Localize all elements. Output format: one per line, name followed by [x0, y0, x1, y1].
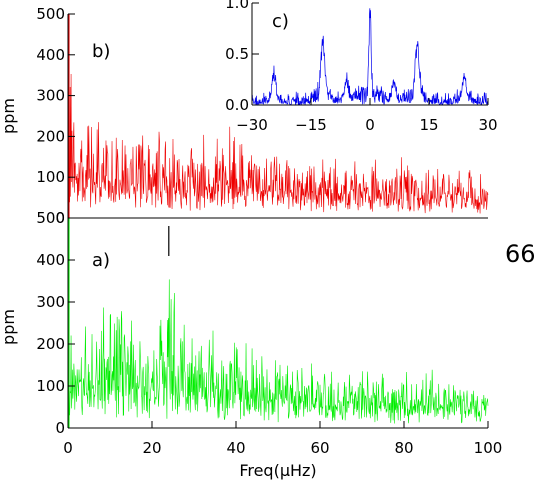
panel-a: 0 100 200 300 400 500 0 20 40 60 80 100 ppm Freq(μ… — [0, 209, 502, 480]
panel-a-y-ticks: 0 100 200 300 400 500 — [36, 209, 75, 437]
panel-a-x-axis-title: Freq(μHz) — [239, 461, 316, 480]
panel-c-y-ticks: 0.0 0.5 1.0 — [225, 0, 259, 114]
panel_c-y-tick-label: 0.0 — [225, 96, 249, 114]
panel_a-x-tick-label: 60 — [310, 439, 329, 457]
panel_a-x-tick-label: 40 — [226, 439, 245, 457]
panel_b-y-tick-label: 500 — [36, 5, 65, 23]
panel_a-y-tick-label: 100 — [36, 377, 65, 395]
panel_c-y-tick-label: 1.0 — [225, 0, 249, 12]
panel-a-x-ticks: 0 20 40 60 80 100 — [63, 421, 502, 457]
panel-c-label: c) — [272, 11, 289, 32]
panel_c-y-tick-label: 0.5 — [225, 45, 249, 63]
panel_a-y-tick-label: 200 — [36, 335, 65, 353]
panel_a-y-tick-label: 0 — [55, 419, 65, 437]
panel_b-y-tick-label: 0 — [55, 209, 65, 227]
panel_b-y-tick-label: 200 — [36, 127, 65, 145]
panel-b-traces — [68, 14, 489, 218]
panel_c-x-tick-label: 0 — [365, 116, 375, 134]
panel-c-traces — [251, 8, 489, 106]
panel_a-y-tick-label: 300 — [36, 293, 65, 311]
panel_a-x-tick-label: 20 — [142, 439, 161, 457]
panel-c-inset: 0.0 0.5 1.0 −30 −15 0 15 30 c) — [225, 0, 497, 134]
panel_a-x-tick-label: 0 — [63, 439, 73, 457]
panel-b-label: b) — [92, 41, 110, 62]
panel-a-y-axis-title: ppm — [0, 309, 18, 345]
panel_b-y-tick-label: 300 — [36, 87, 65, 105]
panel-b-y-axis-title: ppm — [0, 98, 18, 134]
panel-c-x-ticks: −30 −15 0 15 30 — [236, 98, 498, 134]
panel_a-y-tick-label: 400 — [36, 251, 65, 269]
panel_c-x-tick-label: −15 — [295, 116, 327, 134]
panel_a-spectrum-line — [69, 279, 489, 424]
panel_b-spectrum-line — [69, 73, 489, 214]
panel_a-x-tick-label: 100 — [474, 439, 503, 457]
panel-b-y-ticks: 0 100 200 300 400 500 — [36, 5, 75, 227]
panel_b-y-tick-label: 100 — [36, 168, 65, 186]
panel_c-x-tick-label: 15 — [419, 116, 438, 134]
panel-a-label: a) — [92, 250, 110, 271]
panel_c-x-tick-label: −30 — [236, 116, 268, 134]
figure-note: 66 — [505, 240, 536, 268]
panel-b: 0 100 200 300 400 500 ppm b) — [0, 5, 489, 227]
panel-a-traces — [68, 218, 489, 428]
panel_b-y-tick-label: 400 — [36, 46, 65, 64]
panel_c-x-tick-label: 30 — [478, 116, 497, 134]
panel-c-correlation-line — [251, 8, 489, 106]
panel_a-x-tick-label: 80 — [394, 439, 413, 457]
panel_a-y-tick-label: 500 — [36, 209, 65, 227]
panel-c-background — [252, 3, 488, 105]
